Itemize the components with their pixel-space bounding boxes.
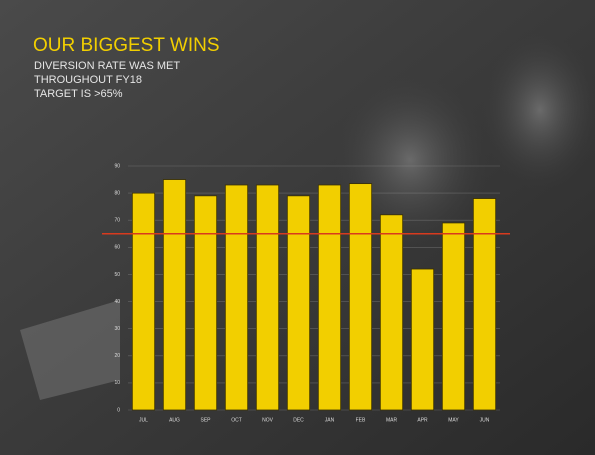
slide-subtitle: TARGET IS >65% (34, 88, 123, 100)
photo-figure (480, 30, 595, 190)
bar (224, 184, 249, 411)
bar (472, 198, 497, 411)
bar (131, 192, 156, 411)
y-tick-label: 0 (117, 407, 120, 413)
bar (286, 195, 311, 411)
bar (317, 184, 342, 411)
bar (410, 268, 435, 411)
photo-paper (20, 300, 120, 400)
y-tick-label: 40 (114, 299, 120, 305)
x-tick-label: MAR (386, 417, 398, 423)
bar (348, 183, 373, 411)
x-tick-label: AUG (169, 417, 180, 423)
slide-subtitle: DIVERSION RATE WAS MET (34, 60, 180, 72)
y-tick-label: 60 (114, 245, 120, 251)
bar (162, 179, 187, 411)
x-tick-label: MAY (448, 417, 459, 423)
bar (193, 195, 218, 411)
x-tick-label: FEB (356, 417, 366, 423)
bar (255, 184, 280, 411)
slide-title: OUR BIGGEST WINS (33, 35, 220, 56)
x-tick-label: SEP (200, 417, 211, 423)
bar (441, 222, 466, 411)
y-tick-label: 10 (114, 380, 120, 386)
y-tick-label: 30 (114, 326, 120, 332)
slide-subtitle: THROUGHOUT FY18 (34, 74, 142, 86)
x-tick-label: JAN (325, 417, 335, 423)
y-tick-label: 70 (114, 218, 120, 224)
y-tick-label: 80 (114, 190, 120, 196)
y-tick-label: 90 (114, 163, 120, 169)
bar (379, 214, 404, 411)
x-tick-label: NOV (262, 417, 274, 423)
y-tick-label: 20 (114, 353, 120, 359)
x-tick-label: JUL (139, 417, 148, 423)
x-tick-label: OCT (231, 417, 242, 423)
y-tick-label: 50 (114, 272, 120, 278)
x-tick-label: DEC (293, 417, 304, 423)
x-tick-label: APR (417, 417, 428, 423)
x-tick-label: JUN (480, 417, 490, 423)
